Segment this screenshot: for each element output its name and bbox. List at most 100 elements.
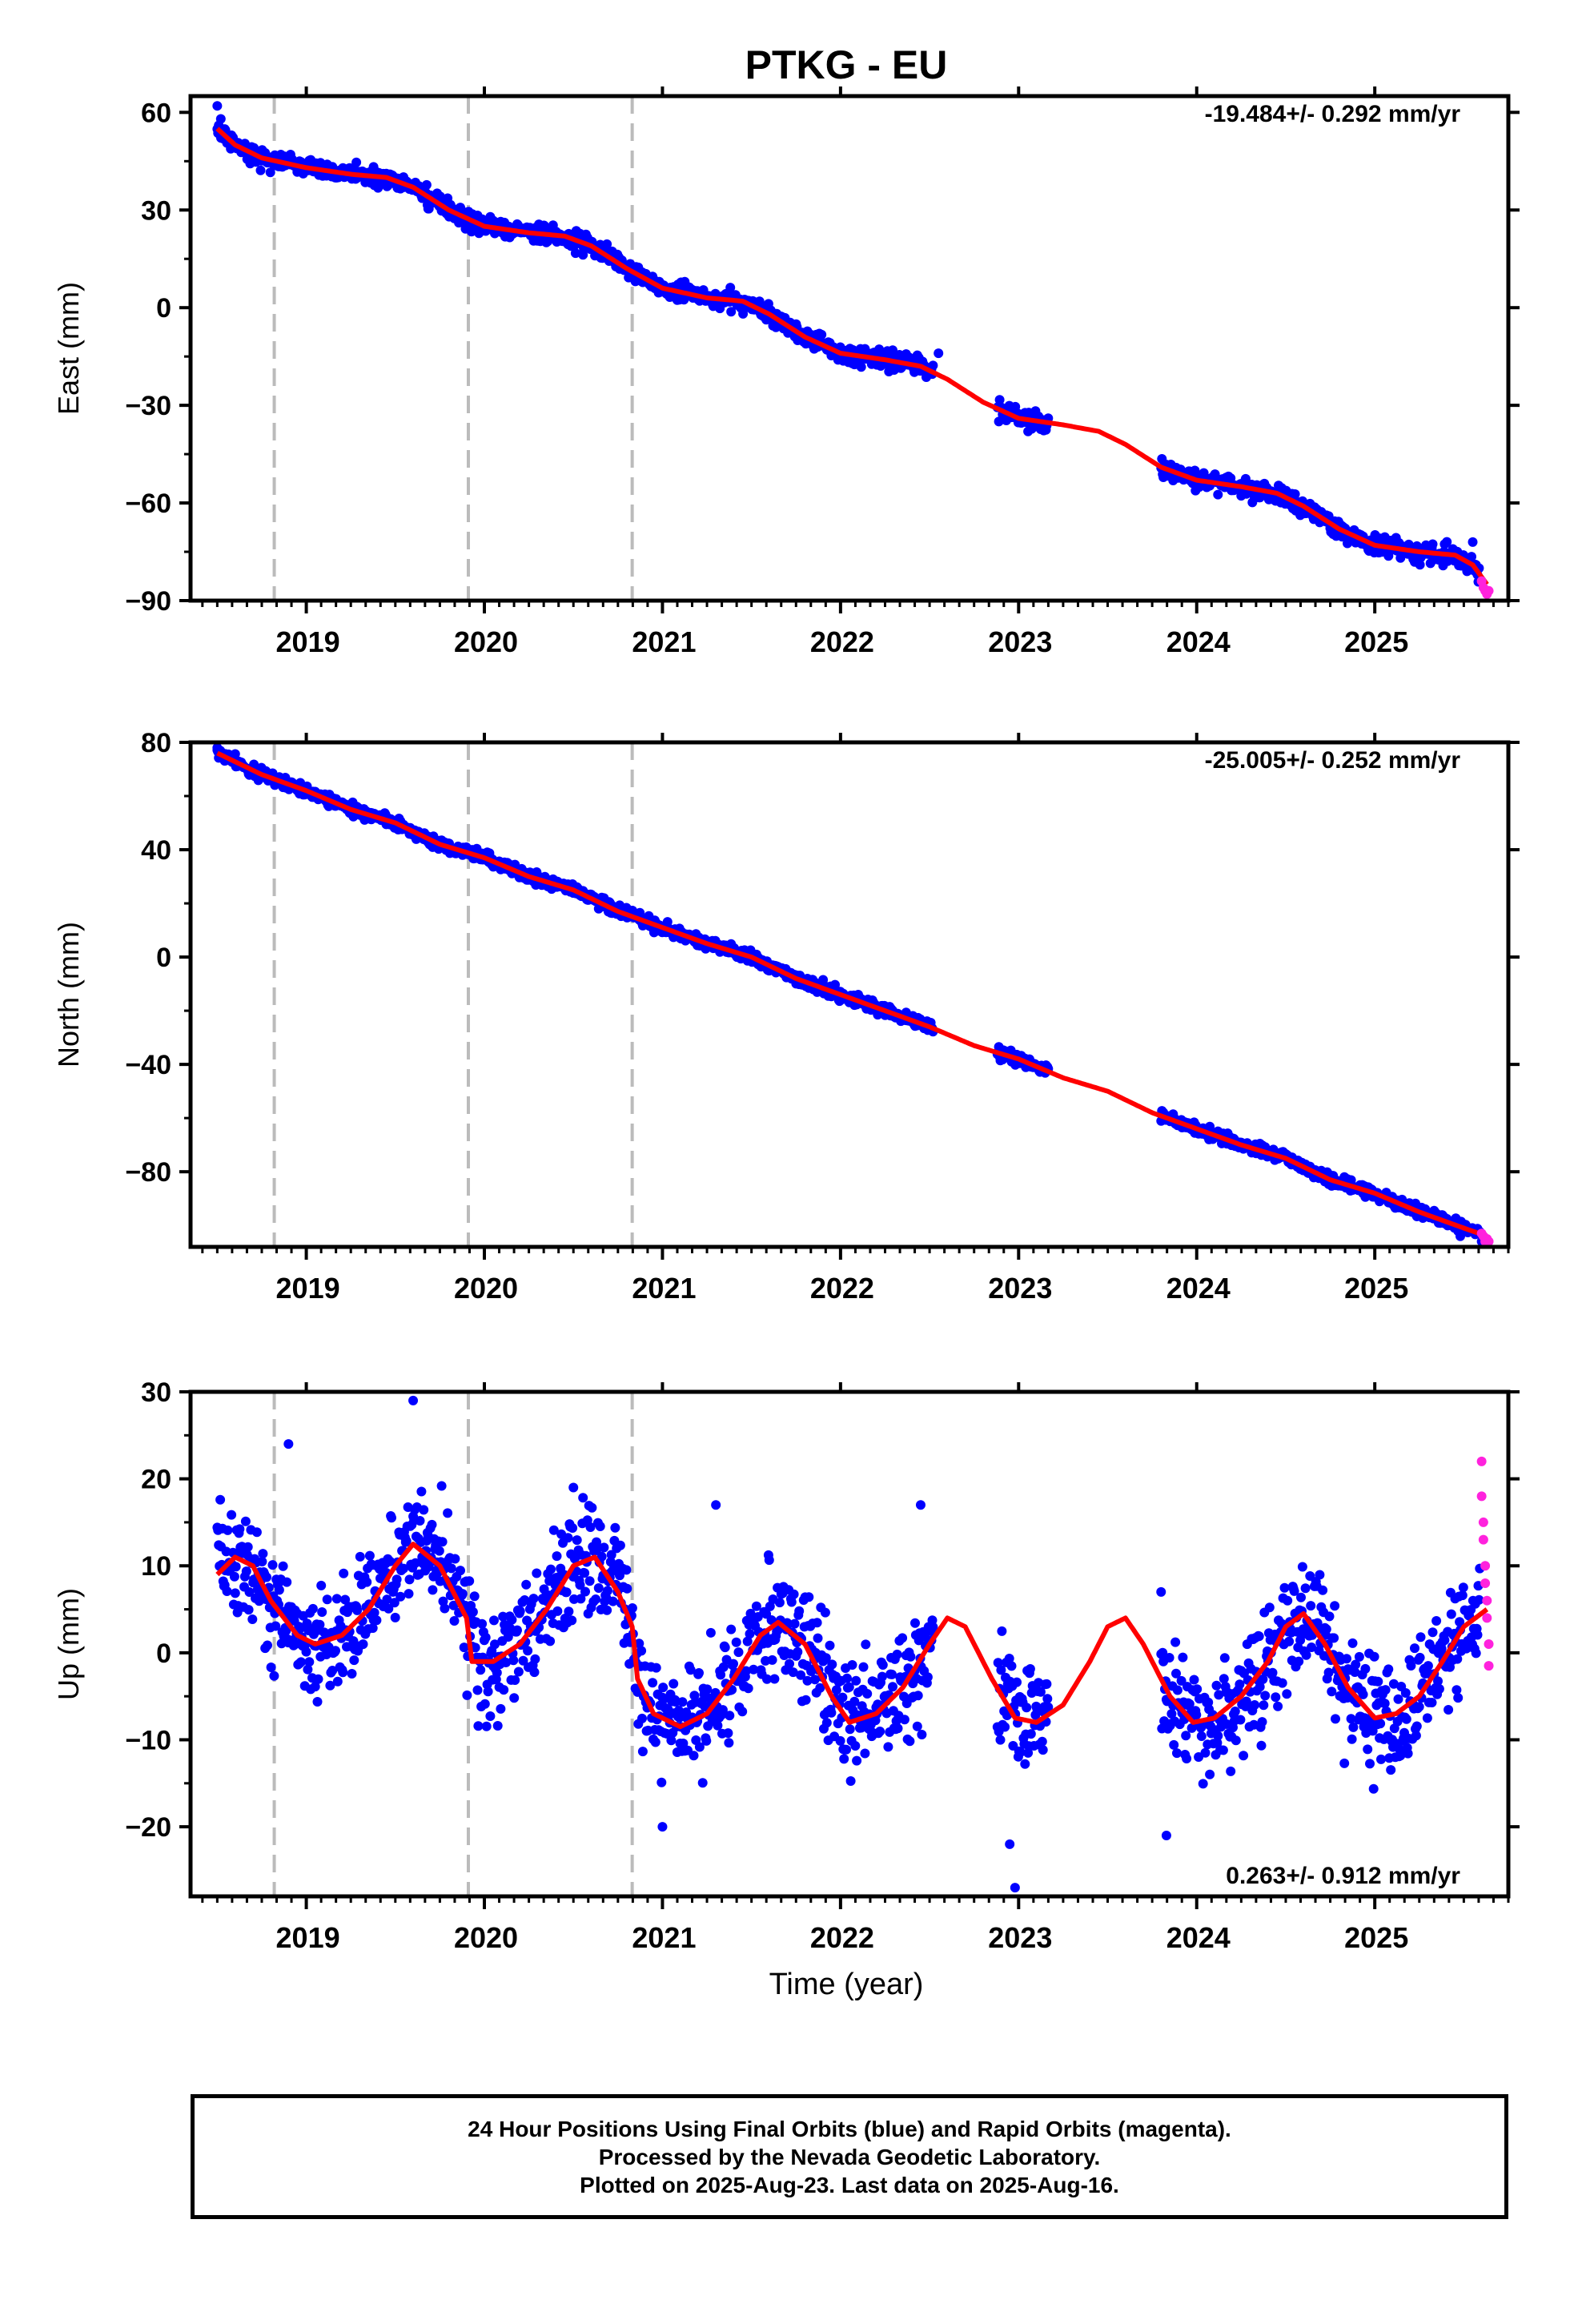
final-orbit-point — [1422, 1713, 1432, 1723]
x-tick-label: 2020 — [454, 1272, 518, 1305]
final-orbit-point — [492, 1721, 503, 1731]
y-tick-label: −80 — [125, 1157, 171, 1188]
final-orbit-point — [316, 1580, 327, 1590]
final-orbit-point — [1400, 1688, 1411, 1698]
final-orbit-point — [364, 1550, 375, 1561]
final-orbit-point — [1182, 1754, 1192, 1763]
final-orbit-point — [512, 1625, 522, 1635]
final-orbit-point — [917, 1730, 927, 1739]
final-orbit-point — [510, 1675, 520, 1685]
final-orbit-point — [1290, 489, 1300, 499]
final-orbit-point — [428, 1585, 438, 1595]
final-orbit-point — [1283, 1595, 1293, 1606]
final-orbit-point — [1427, 539, 1438, 549]
footer-line-3: Plotted on 2025-Aug-23. Last data on 202… — [580, 2172, 1119, 2197]
final-orbit-point — [1423, 1661, 1433, 1671]
final-orbit-point — [850, 1741, 861, 1751]
final-orbit-point — [1369, 1651, 1379, 1662]
final-orbit-point — [477, 1618, 488, 1629]
final-orbit-point — [507, 1614, 517, 1625]
final-orbit-point — [856, 362, 866, 372]
final-orbit-point — [1300, 1583, 1311, 1594]
final-orbit-point — [1324, 1611, 1335, 1622]
x-tick-label: 2021 — [632, 1921, 696, 1954]
final-orbit-point — [897, 1633, 908, 1643]
final-orbit-point — [841, 1744, 851, 1755]
final-orbit-point — [1327, 1687, 1337, 1697]
final-orbit-point — [804, 1592, 814, 1602]
final-orbit-point — [529, 1667, 540, 1678]
final-orbit-point — [521, 1579, 532, 1590]
model-fit-curve — [215, 127, 1489, 586]
x-tick-label: 2022 — [810, 625, 874, 658]
final-orbit-point — [636, 1646, 647, 1656]
final-orbit-point — [595, 1522, 605, 1531]
final-orbit-point — [1410, 1643, 1419, 1654]
final-orbit-point — [669, 1679, 679, 1689]
final-orbit-point — [651, 1663, 661, 1673]
final-orbit-point — [1250, 1700, 1260, 1710]
x-tick-label: 2019 — [276, 625, 340, 658]
final-orbit-point — [835, 1735, 845, 1746]
y-tick-label: −60 — [125, 489, 171, 519]
final-orbit-point — [1264, 1602, 1275, 1613]
final-orbit-point — [997, 1626, 1007, 1636]
final-orbit-point — [874, 344, 885, 355]
final-orbit-point — [1218, 1745, 1228, 1755]
velocity-rate-label: -19.484+/- 0.292 mm/yr — [1205, 101, 1461, 127]
final-orbit-point — [1472, 1630, 1483, 1640]
y-tick-label: −30 — [125, 391, 171, 421]
final-orbit-point — [608, 1596, 618, 1606]
x-tick-label: 2021 — [632, 1272, 696, 1305]
final-orbit-point — [877, 1660, 888, 1670]
final-orbit-point — [1330, 1601, 1340, 1611]
final-orbit-point — [338, 1667, 348, 1678]
final-orbit-point — [650, 1737, 661, 1747]
final-orbit-point — [241, 1566, 251, 1577]
y-tick-label: −40 — [125, 1050, 171, 1080]
final-orbit-point — [1393, 1694, 1403, 1704]
final-orbit-point — [468, 1606, 478, 1617]
final-orbit-point — [883, 1742, 893, 1752]
final-orbit-point — [1260, 1691, 1271, 1701]
final-orbit-point — [269, 1671, 279, 1681]
final-orbit-point — [1375, 1719, 1386, 1729]
final-orbit-point — [449, 1616, 460, 1626]
final-orbit-point — [656, 1777, 667, 1787]
x-tick-label: 2020 — [454, 625, 518, 658]
outlier-point — [408, 1395, 419, 1405]
final-orbit-point — [469, 1591, 480, 1602]
y-tick-label: 0 — [156, 943, 171, 973]
final-orbit-point — [1037, 1736, 1047, 1747]
final-orbit-point — [1373, 1676, 1383, 1687]
final-orbit-point — [858, 1662, 869, 1672]
final-orbit-point — [480, 1699, 490, 1709]
x-tick-label: 2024 — [1166, 625, 1231, 658]
figure-title: PTKG - EU — [745, 42, 948, 87]
final-orbit-point — [847, 1660, 857, 1670]
final-orbit-point — [826, 1707, 837, 1718]
x-tick-label: 2023 — [988, 1272, 1052, 1305]
final-orbit-point — [578, 1493, 588, 1503]
footer-caption-box: 24 Hour Positions Using Final Orbits (bl… — [191, 2094, 1508, 2219]
final-orbit-point — [1164, 1653, 1174, 1663]
final-orbit-point — [222, 1586, 232, 1596]
final-orbit-point — [546, 1564, 556, 1574]
final-orbit-point — [415, 1516, 425, 1526]
final-orbit-point — [1439, 1635, 1450, 1646]
outlier-point — [1156, 1586, 1166, 1597]
final-orbit-point — [702, 1684, 713, 1695]
final-orbit-point — [1323, 1667, 1334, 1678]
final-orbit-point — [567, 1615, 577, 1626]
final-orbit-point — [1192, 1684, 1203, 1695]
final-orbit-point — [230, 1588, 240, 1598]
final-orbit-point — [724, 1738, 734, 1748]
final-orbit-point — [1365, 1759, 1375, 1769]
final-orbit-point — [701, 1735, 712, 1746]
y-tick-label: 80 — [141, 728, 171, 758]
final-orbit-point — [1235, 1715, 1246, 1725]
x-tick-label: 2022 — [810, 1272, 874, 1305]
final-orbit-point — [572, 1535, 582, 1546]
final-orbit-point — [421, 179, 432, 190]
